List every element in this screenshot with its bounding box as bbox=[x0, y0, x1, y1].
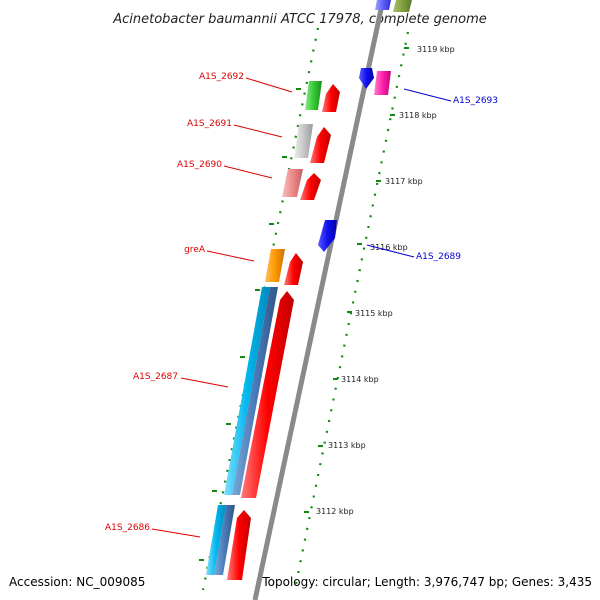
gene-label: A1S_2693 bbox=[453, 96, 498, 106]
tick-label: 3117 kbp bbox=[385, 177, 423, 186]
gene-label: A1S_2690 bbox=[177, 160, 222, 170]
gene-feature-grea bbox=[265, 249, 285, 282]
tick-label: 3114 kbp bbox=[341, 375, 379, 384]
gene-label: A1S_2689 bbox=[416, 252, 461, 262]
gene-feature-a1s-2691 bbox=[294, 124, 313, 158]
cds-arrow-a1s-2693 bbox=[359, 68, 374, 89]
tick-label: 3112 kbp bbox=[316, 507, 354, 516]
gene-feature-a1s-2690 bbox=[282, 169, 303, 197]
partial-feature-blue bbox=[375, 0, 391, 10]
outer-ring-dashes bbox=[199, 88, 301, 561]
gene-feature-a1s-2687-steel bbox=[232, 287, 278, 495]
inner-ring-ticks bbox=[304, 47, 409, 513]
cds-arrow-a1s-2691 bbox=[310, 127, 331, 163]
cds-arrow-a1s-2686 bbox=[227, 510, 251, 580]
accession-text: Accession: NC_009085 bbox=[9, 575, 145, 589]
label-leader-lines bbox=[151, 77, 452, 538]
gene-feature-a1s-2686-steel bbox=[214, 505, 235, 575]
gene-label: A1S_2687 bbox=[133, 372, 178, 382]
cds-arrow-a1s-2689 bbox=[318, 220, 337, 252]
tick-label: 3119 kbp bbox=[417, 45, 455, 54]
genome-backbone bbox=[252, 0, 386, 600]
cds-arrow-a1s-2690 bbox=[300, 173, 321, 200]
cds-arrow-a1s-2687 bbox=[241, 291, 294, 498]
tick-labels: 3119 kbp 3118 kbp 3117 kbp 3116 kbp 3115… bbox=[316, 45, 455, 516]
gene-feature-a1s-2692 bbox=[305, 81, 322, 110]
gene-label: greA bbox=[184, 245, 206, 255]
gene-label: A1S_2686 bbox=[105, 523, 150, 533]
gene-feature-a1s-2687-cyan bbox=[224, 287, 270, 495]
tick-label: 3118 kbp bbox=[399, 111, 437, 120]
tick-label: 3116 kbp bbox=[370, 243, 408, 252]
cds-arrow-a1s-2692 bbox=[322, 84, 340, 112]
map-title: Acinetobacter baumannii ATCC 17978, comp… bbox=[112, 12, 487, 27]
topology-text: Topology: circular; Length: 3,976,747 bp… bbox=[261, 575, 592, 589]
gene-label: A1S_2691 bbox=[187, 119, 232, 129]
tick-label: 3113 kbp bbox=[328, 441, 366, 450]
partial-feature-olive bbox=[393, 0, 412, 12]
gene-feature-a1s-2686-cyan bbox=[206, 505, 226, 575]
cds-arrow-grea bbox=[284, 253, 303, 285]
gene-label: A1S_2692 bbox=[199, 72, 244, 82]
tick-label: 3115 kbp bbox=[355, 309, 393, 318]
gene-labels: A1S_2692 A1S_2691 A1S_2690 greA A1S_2687… bbox=[105, 72, 498, 533]
gene-feature-a1s-2693 bbox=[374, 71, 391, 95]
